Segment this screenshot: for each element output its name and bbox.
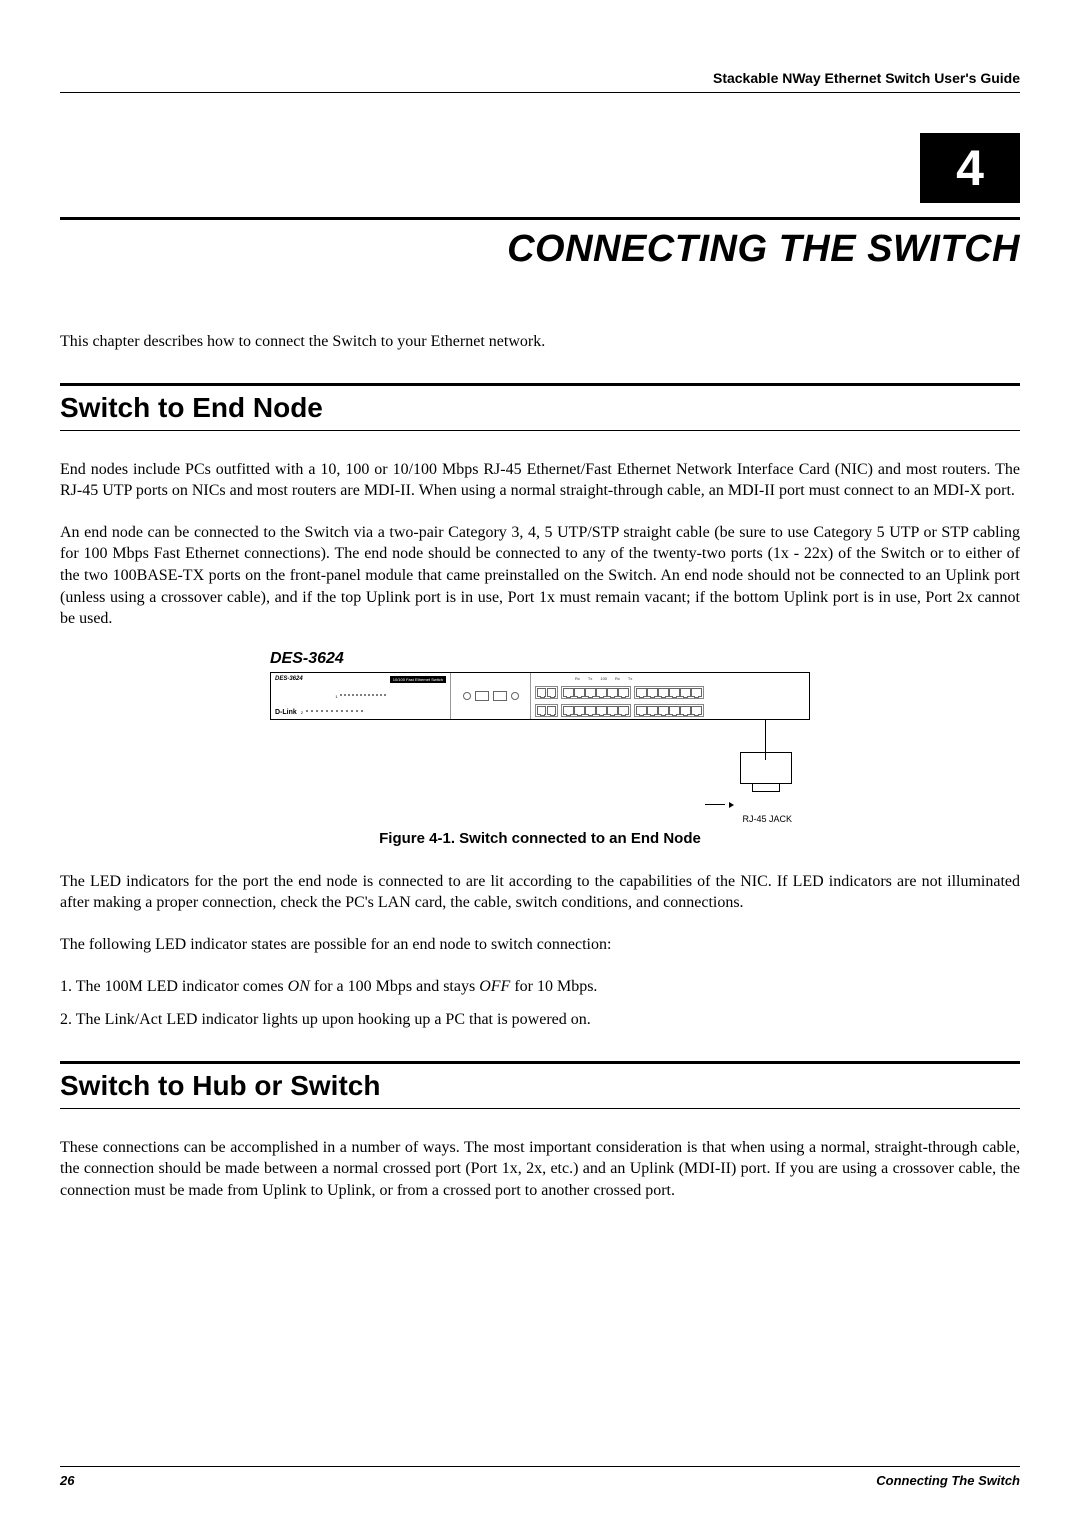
figure-4-1: DES-3624 DES-3624 10/100 Fast Ethernet S… — [270, 650, 810, 800]
chapter-number-badge: 4 — [920, 133, 1020, 203]
header-guide-title: Stackable NWay Ethernet Switch User's Gu… — [60, 70, 1020, 93]
section-rule-bottom — [60, 1108, 1020, 1109]
ports-header: Rx Tx 100 Rx Tx — [535, 676, 805, 681]
switch-knob-icon — [511, 692, 519, 700]
rj45-drop: RJ-45 JACK — [270, 720, 810, 800]
rj45-label: RJ-45 JACK — [742, 814, 792, 824]
chapter-rule — [60, 217, 1020, 220]
switch-mid-panel — [451, 673, 531, 719]
section2-p1: These connections can be accomplished in… — [60, 1137, 1020, 1202]
footer-page-number: 26 — [60, 1473, 74, 1488]
rj45-jack-icon — [740, 752, 792, 784]
switch-left-panel: DES-3624 10/100 Fast Ethernet Switch 1 D… — [271, 673, 451, 719]
section-end-node: Switch to End Node End nodes include PCs… — [60, 383, 1020, 1031]
footer-section-name: Connecting The Switch — [876, 1473, 1020, 1488]
figure-model-label: DES-3624 — [270, 650, 810, 668]
section-heading-end-node: Switch to End Node — [60, 386, 1020, 430]
page-footer: 26 Connecting The Switch — [60, 1466, 1020, 1488]
figure-caption: Figure 4-1. Switch connected to an End N… — [60, 830, 1020, 847]
switch-knob-icon — [463, 692, 471, 700]
section-rule-bottom — [60, 430, 1020, 431]
section1-li2: 2. The Link/Act LED indicator lights up … — [60, 1009, 1020, 1031]
switch-model-text: DES-3624 — [275, 676, 303, 682]
switch-black-strip: 10/100 Fast Ethernet Switch — [390, 676, 446, 683]
switch-brand: D-Link — [275, 709, 297, 716]
section1-p3: The LED indicators for the port the end … — [60, 871, 1020, 914]
intro-paragraph: This chapter describes how to connect th… — [60, 331, 1020, 353]
section1-p4: The following LED indicator states are p… — [60, 934, 1020, 956]
switch-led-row-2: 2 — [301, 710, 363, 715]
section1-p2: An end node can be connected to the Swit… — [60, 522, 1020, 630]
section-heading-hub: Switch to Hub or Switch — [60, 1064, 1020, 1108]
ports-row-bottom — [535, 704, 805, 717]
section-hub-or-switch: Switch to Hub or Switch These connection… — [60, 1061, 1020, 1202]
rj45-plug-icon — [752, 784, 780, 792]
section1-p1: End nodes include PCs outfitted with a 1… — [60, 459, 1020, 502]
switch-ports-panel: Rx Tx 100 Rx Tx — [531, 673, 809, 719]
section1-li1: 1. The 100M LED indicator comes ON for a… — [60, 976, 1020, 998]
ports-row-top — [535, 686, 805, 699]
chapter-title: CONNECTING THE SWITCH — [60, 228, 1020, 271]
switch-front-panel: DES-3624 10/100 Fast Ethernet Switch 1 D… — [270, 672, 810, 720]
switch-slot-icon — [493, 691, 507, 701]
rj45-arrow-icon — [705, 802, 734, 808]
switch-slot-icon — [475, 691, 489, 701]
switch-led-row-1: 1 — [275, 694, 446, 699]
